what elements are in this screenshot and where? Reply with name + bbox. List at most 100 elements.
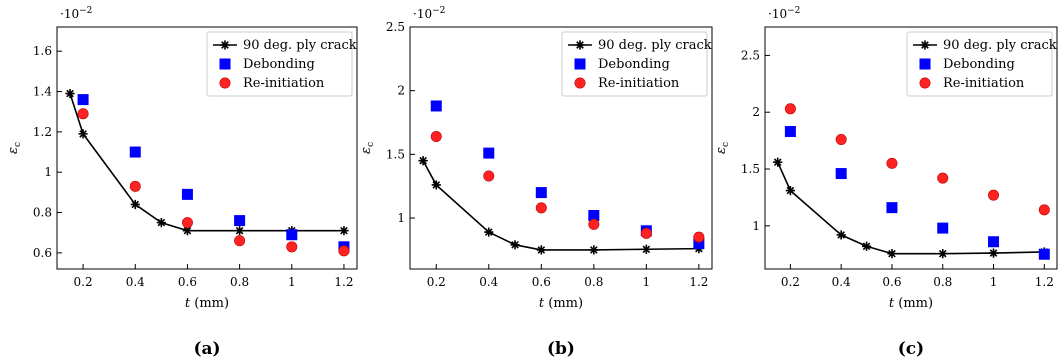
panel-label: (a) bbox=[193, 339, 220, 359]
x-tick-label: 0.6 bbox=[532, 275, 551, 289]
legend-label: Debonding bbox=[943, 57, 1015, 72]
legend-marker bbox=[920, 40, 930, 50]
legend-marker bbox=[219, 77, 231, 89]
legend-box bbox=[906, 31, 1053, 97]
x-tick-label: 1 bbox=[990, 275, 998, 289]
legend-marker bbox=[575, 40, 585, 50]
legend: 90 deg. ply crack Debonding Re-initiation bbox=[561, 31, 712, 97]
data-point bbox=[693, 238, 705, 250]
series-line-star bbox=[773, 157, 1049, 259]
data-point bbox=[589, 245, 599, 255]
y-tick-label: 1.4 bbox=[33, 85, 52, 99]
legend-box bbox=[206, 31, 353, 97]
x-tick-label: 0.4 bbox=[832, 275, 851, 289]
data-point bbox=[338, 245, 350, 257]
y-tick-label: 2 bbox=[752, 105, 760, 119]
x-tick-label: 1.2 bbox=[334, 275, 353, 289]
data-point bbox=[588, 218, 600, 230]
data-point bbox=[937, 222, 949, 234]
legend-label: 90 deg. ply crack bbox=[943, 38, 1057, 53]
x-tick-label: 0.4 bbox=[126, 275, 145, 289]
legend-marker bbox=[919, 77, 931, 89]
data-point bbox=[1038, 248, 1050, 260]
x-tick-label: 0.8 bbox=[584, 275, 603, 289]
data-point bbox=[483, 170, 495, 182]
data-point bbox=[286, 229, 298, 241]
y-tick-label: 2 bbox=[397, 84, 405, 98]
series-line-star bbox=[65, 88, 349, 236]
data-point bbox=[129, 146, 141, 158]
data-point bbox=[286, 241, 298, 253]
x-tick-label: 0.8 bbox=[933, 275, 952, 289]
data-point bbox=[339, 226, 349, 236]
data-point bbox=[510, 240, 520, 250]
series-circle bbox=[430, 131, 705, 243]
data-point bbox=[430, 100, 442, 112]
data-point bbox=[484, 227, 494, 237]
series-square bbox=[77, 94, 350, 253]
series-square bbox=[784, 126, 1050, 260]
data-point bbox=[181, 217, 193, 229]
x-tick-label: 0.6 bbox=[178, 275, 197, 289]
y-tick-label: 1.6 bbox=[33, 44, 52, 58]
data-point bbox=[988, 248, 999, 258]
data-point bbox=[129, 180, 141, 192]
y-axis-title: εc bbox=[359, 142, 376, 154]
panel-label: (c) bbox=[898, 339, 924, 359]
y-tick-label: 1 bbox=[752, 219, 760, 233]
data-point bbox=[483, 147, 495, 159]
data-point bbox=[773, 157, 783, 167]
data-point bbox=[937, 172, 949, 184]
x-tick-label: 0.8 bbox=[230, 275, 249, 289]
y-tick-label: 1.5 bbox=[386, 147, 405, 161]
y-tick-label: 1.5 bbox=[741, 162, 760, 176]
x-axis-title: t (mm) bbox=[889, 296, 933, 311]
data-point bbox=[77, 94, 89, 106]
data-point bbox=[886, 157, 898, 169]
data-point bbox=[130, 199, 140, 210]
x-axis-title: t (mm) bbox=[185, 296, 229, 311]
data-point bbox=[938, 249, 948, 259]
data-point bbox=[835, 168, 847, 180]
legend-label: 90 deg. ply crack bbox=[598, 38, 712, 53]
legend-label: Re-initiation bbox=[943, 76, 1025, 91]
x-tick-label: 1.2 bbox=[1035, 275, 1054, 289]
series-circle bbox=[784, 103, 1050, 216]
panel-label: (b) bbox=[547, 339, 575, 359]
x-tick-label: 1 bbox=[288, 275, 296, 289]
series-square bbox=[430, 100, 705, 250]
data-point bbox=[65, 88, 75, 99]
data-point bbox=[156, 218, 166, 228]
data-point bbox=[77, 108, 89, 120]
legend-label: Debonding bbox=[243, 57, 315, 72]
y-tick-label: 0.8 bbox=[33, 206, 52, 220]
y-tick-label: 2.5 bbox=[741, 48, 760, 62]
data-point bbox=[1038, 204, 1050, 216]
data-point bbox=[861, 241, 872, 251]
legend-label: 90 deg. ply crack bbox=[243, 38, 357, 53]
data-point bbox=[640, 227, 652, 239]
data-point bbox=[78, 129, 88, 139]
plot-frame bbox=[56, 26, 358, 270]
data-point bbox=[182, 226, 193, 236]
legend-marker bbox=[919, 58, 931, 70]
legend-box bbox=[561, 31, 708, 97]
legend-marker bbox=[574, 58, 586, 70]
y-tick-label: 1.2 bbox=[33, 125, 52, 139]
legend-marker bbox=[219, 58, 231, 70]
y-exponent-label: ·10−2 bbox=[768, 6, 800, 21]
legend: 90 deg. ply crack Debonding Re-initiation bbox=[906, 31, 1057, 97]
data-point bbox=[234, 215, 246, 227]
data-point bbox=[887, 249, 897, 259]
data-point bbox=[835, 133, 847, 145]
series-line bbox=[69, 93, 344, 232]
y-tick-label: 1 bbox=[397, 211, 405, 225]
x-tick-label: 0.6 bbox=[882, 275, 901, 289]
data-point bbox=[641, 244, 651, 254]
data-point bbox=[988, 189, 1000, 201]
data-point bbox=[430, 131, 442, 143]
y-tick-label: 0.6 bbox=[33, 246, 52, 260]
data-point bbox=[836, 230, 846, 240]
y-axis-title: εc bbox=[714, 142, 731, 154]
data-point bbox=[784, 103, 796, 115]
